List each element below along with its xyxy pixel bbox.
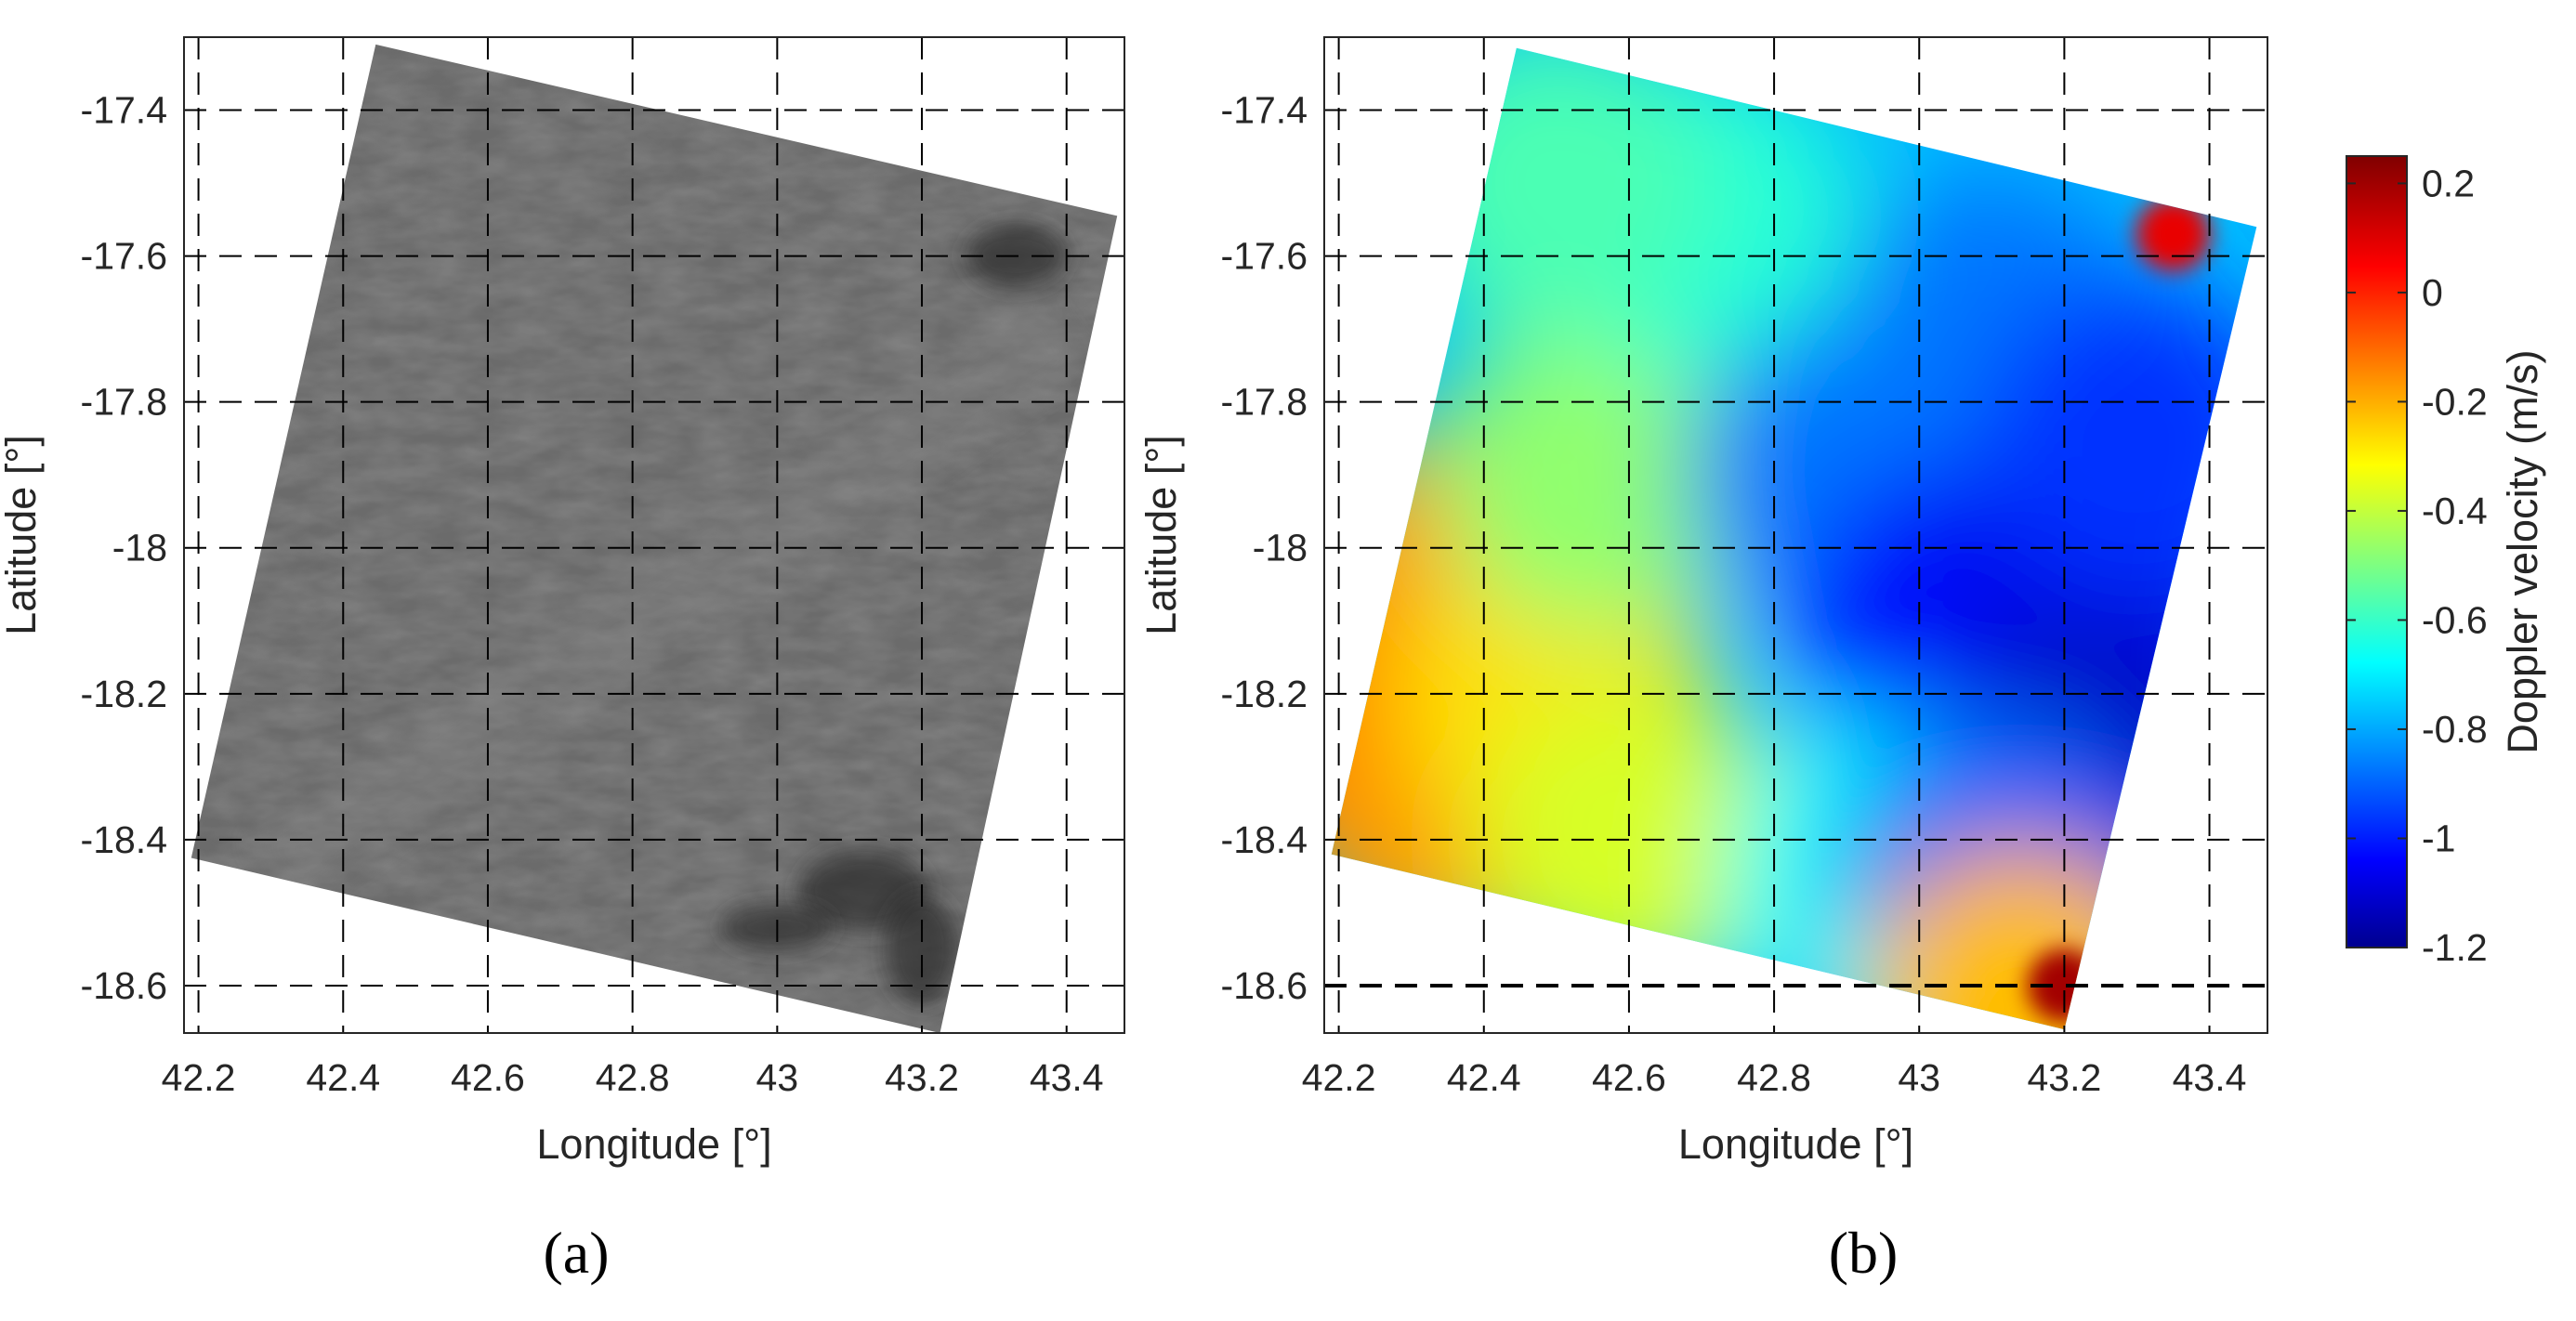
x-tick-label: 43 [756, 1056, 799, 1099]
x-axis-title: Longitude [°] [1678, 1120, 1913, 1168]
field-sample [1434, 317, 1751, 634]
y-tick-label: -17.6 [81, 235, 167, 278]
x-tick-label: 43.4 [1030, 1056, 1104, 1099]
x-tick-label: 42.8 [596, 1056, 670, 1099]
x-tick-label: 42.2 [162, 1056, 236, 1099]
y-tick-label: -18.4 [81, 818, 167, 861]
sar-swath [191, 44, 1118, 1033]
colorbar-tick-label: -0.6 [2422, 598, 2488, 641]
y-tick-label: -18.4 [1221, 818, 1308, 861]
x-tick-label: 42.2 [1302, 1056, 1376, 1099]
colorbar-tick-label: -0.8 [2422, 708, 2488, 751]
y-axis-title: Latitude [°] [1137, 435, 1185, 635]
x-tick-label: 43.4 [2173, 1056, 2247, 1099]
axes-frame [183, 36, 1125, 1034]
y-tick-label: -18.2 [81, 673, 167, 715]
x-tick-label: 42.4 [306, 1056, 380, 1099]
x-tick-label: 43.2 [885, 1056, 959, 1099]
panel-b-doppler-map: 42.2 42.4 42.6 42.8 43 43.2 43.4 -17.4-17.6-17… [1137, 36, 2268, 1286]
colorbar-tick-label: -0.2 [2422, 380, 2488, 423]
y-axis-title: Latitude [°] [0, 435, 45, 635]
colorbar-tick-label: -0.4 [2422, 490, 2488, 532]
y-tick-label: -18.2 [1221, 673, 1308, 715]
y-tick-label: -17.8 [81, 381, 167, 424]
colorbar: 0.2 0 -0.2 -0.4 -0.6 -0.8 -1 -1.2 Doppler veloc… [2346, 155, 2546, 969]
panel-a-sar-image: 42.2 42.4 42.6 42.8 43 43.2 43.4 -17.4-17.6-17… [0, 36, 1125, 1286]
x-tick-label: 43 [1898, 1056, 1940, 1099]
bright-streak [246, 294, 1091, 911]
grid-lines [1324, 37, 2267, 1033]
doppler-velocity-field [1331, 47, 2257, 1030]
field-blend [1331, 47, 2257, 1030]
field-sample [1862, 842, 2179, 1030]
field-sample [1978, 280, 2257, 596]
panel-label-a: (a) [543, 1220, 609, 1286]
x-tick-label: 42.6 [451, 1056, 525, 1099]
colorbar-tick-label: -1 [2422, 817, 2455, 859]
dark-slick [885, 893, 960, 1005]
y-tick-label: -17.8 [1221, 381, 1308, 424]
colorbar-ticks: 0.2 0 -0.2 -0.4 -0.6 -0.8 -1 -1.2 [2346, 162, 2488, 969]
sar-backscatter-image [191, 44, 1118, 1033]
y-tick-label: -17.4 [1221, 89, 1308, 132]
x-tick-label: 42.8 [1737, 1056, 1811, 1099]
colorbar-tick-label: -1.2 [2422, 926, 2488, 969]
y-tick-label: -18.6 [81, 964, 167, 1007]
y-tick-label: -17.4 [81, 89, 167, 132]
field-sample [1398, 47, 1715, 342]
y-tick-labels: -17.4 -17.6 -17.8 -18 -18.2 -18.4 -18.6 [1221, 89, 1308, 1007]
colorbar-label: Doppler velocity (m/s) [2499, 349, 2546, 753]
x-tick-label: 42.4 [1447, 1056, 1521, 1099]
field-sample [2136, 197, 2211, 272]
x-tick-label: 43.2 [2027, 1056, 2101, 1099]
y-tick-label: -18 [112, 527, 167, 569]
grid-lines [184, 37, 1124, 1033]
x-axis-title: Longitude [°] [536, 1120, 771, 1168]
y-tick-label: -18 [1253, 527, 1308, 569]
doppler-swath [1331, 47, 2257, 1030]
x-tick-labels: 42.2 42.4 42.6 42.8 43 43.2 43.4 [162, 1056, 1104, 1099]
y-tick-labels: -17.4 -17.6 -17.8 -18 -18.2 -18.4 -18.6 [81, 89, 167, 1007]
panel-label-b: (b) [1829, 1220, 1899, 1286]
colorbar-tick-label: 0.2 [2422, 162, 2475, 204]
x-tick-label: 42.6 [1592, 1056, 1666, 1099]
colorbar-tick-label: 0 [2422, 271, 2443, 314]
x-tick-labels: 42.2 42.4 42.6 42.8 43 43.2 43.4 [1302, 1056, 2247, 1099]
y-tick-label: -17.6 [1221, 235, 1308, 278]
y-tick-label: -18.6 [1221, 964, 1308, 1007]
colorbar-gradient [2346, 155, 2408, 948]
axes-frame [1323, 36, 2268, 1034]
